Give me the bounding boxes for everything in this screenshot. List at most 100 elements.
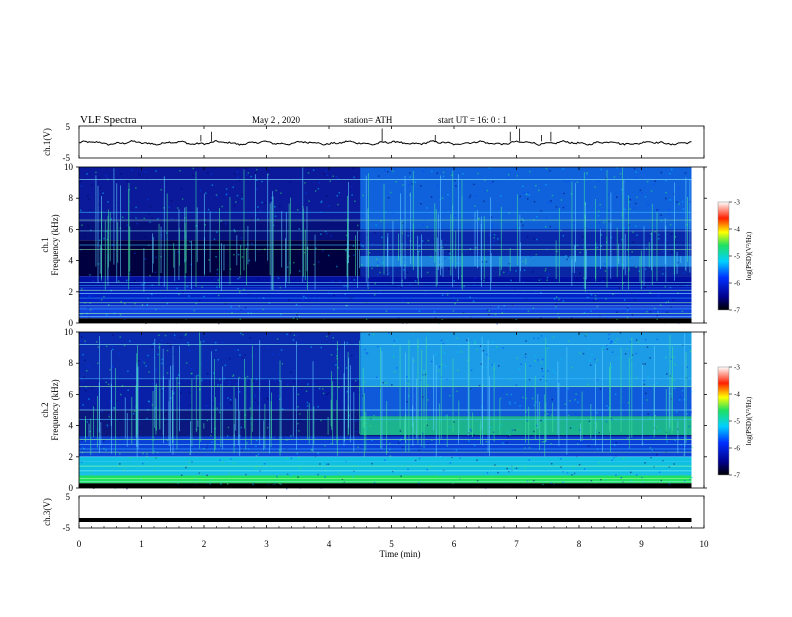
spectrogram-noise	[646, 346, 649, 348]
spectrogram-noise	[141, 462, 144, 465]
spectrogram-noise	[322, 242, 324, 245]
spectrogram-noise	[437, 474, 439, 476]
spectrogram-noise	[598, 462, 600, 464]
spectrogram-noise	[536, 238, 538, 241]
spectrogram-noise	[436, 172, 439, 175]
spectrogram-noise	[627, 437, 629, 439]
spectrogram-noise	[619, 332, 622, 334]
spectrogram-noise	[413, 360, 415, 362]
spectrogram-noise	[555, 303, 557, 306]
spectrogram-noise	[669, 359, 672, 361]
ch1-ylabel: ch.1(V)	[42, 128, 52, 156]
spectrogram-noise	[357, 446, 359, 449]
spectrogram-noise	[382, 381, 385, 384]
spectrogram-noise	[310, 346, 313, 348]
spectrogram-noise	[569, 400, 571, 402]
spectrogram-noise	[155, 256, 157, 259]
spectrogram-noise	[666, 230, 669, 233]
spectrogram-noise	[627, 447, 629, 449]
spectrogram-noise	[377, 273, 379, 276]
ytick-label: 2	[69, 287, 74, 297]
spec2-ylabel-frequency: Frequency (kHz)	[50, 379, 60, 440]
spectrogram-noise	[300, 387, 303, 389]
spectrogram-noise	[103, 440, 105, 442]
spectrogram-noise	[343, 446, 345, 448]
spectrogram-noise	[350, 297, 352, 300]
spectrogram-noise	[202, 340, 205, 343]
spectrogram-noise	[441, 294, 444, 296]
spectrogram-noise	[635, 377, 638, 379]
spectrogram-noise	[157, 412, 160, 415]
spectrogram-noise	[438, 365, 441, 368]
spectrogram-noise	[401, 222, 404, 225]
spectrogram-noise	[579, 251, 582, 254]
ch3-ytick-top: 5	[66, 492, 71, 502]
spectrogram-noise	[449, 426, 451, 428]
spectrogram-noise	[666, 243, 669, 245]
xtick-label: 10	[700, 539, 710, 549]
spectrogram-noise	[531, 397, 534, 400]
spectrogram-noise	[289, 475, 292, 477]
spectrogram-noise	[510, 279, 512, 282]
spectrogram-noise	[214, 284, 217, 286]
spectrogram-noise	[647, 204, 649, 206]
spectrogram-noise	[567, 180, 570, 182]
spectrogram-noise	[81, 288, 83, 290]
spectrogram-noise	[508, 401, 511, 403]
spectrogram-noise	[541, 441, 544, 443]
spectrogram-noise	[454, 179, 456, 182]
spectrogram-noise	[492, 180, 494, 183]
spectrogram-noise	[446, 294, 449, 296]
spectrogram-noise	[423, 218, 426, 221]
spectrogram-noise	[320, 201, 322, 204]
spectrogram-noise	[329, 180, 332, 182]
spectrogram-noise	[87, 225, 89, 228]
spectrogram-noise	[400, 254, 403, 257]
spectrogram-noise	[89, 295, 92, 297]
spectrogram-noise	[170, 472, 173, 474]
spectrogram-noise	[576, 244, 579, 247]
spectrogram-noise	[394, 285, 397, 288]
spectrogram-noise	[170, 437, 173, 440]
spectrogram-noise	[686, 366, 688, 368]
spectrogram-noise	[293, 334, 296, 337]
spectrogram-noise	[216, 286, 218, 288]
spectrogram-noise	[230, 306, 233, 308]
spectrogram-noise	[657, 311, 659, 313]
spectrogram-noise	[224, 302, 227, 305]
spectrogram-noise	[212, 402, 215, 404]
spectrogram-noise	[154, 308, 157, 311]
spectrogram-noise	[605, 177, 608, 180]
spectrogram-noise	[400, 438, 402, 440]
spectrogram-noise	[103, 295, 105, 298]
spectrogram-noise	[146, 303, 149, 306]
spectrogram-noise	[593, 421, 596, 424]
spectrogram-noise	[94, 405, 96, 407]
spectrogram-noise	[500, 195, 502, 197]
spectrogram-noise	[81, 379, 84, 382]
spectrogram-noise	[135, 206, 137, 209]
spectrogram-noise	[264, 202, 267, 204]
spectrogram-noise	[646, 310, 648, 313]
spectrogram-noise	[161, 388, 164, 390]
spectrogram-noise	[228, 472, 230, 474]
spectrogram-noise	[103, 237, 105, 240]
spectrogram-noise	[406, 376, 409, 379]
spectrogram-noise	[241, 256, 244, 258]
spectrogram-noise	[626, 316, 629, 319]
spectrogram-noise	[627, 401, 630, 404]
spectrogram-noise	[594, 295, 597, 297]
spectrogram-noise	[434, 316, 437, 319]
spectrogram-noise	[304, 275, 307, 278]
station-label: station= ATH	[344, 115, 393, 125]
spectrogram-noise	[320, 200, 323, 203]
spectrogram-noise	[456, 337, 458, 339]
spectrogram-noise	[252, 380, 254, 382]
spectrogram-noise	[666, 311, 668, 313]
spectrogram-noise	[596, 412, 598, 414]
spectrogram-noise	[670, 251, 673, 254]
spectrogram-noise	[567, 256, 570, 258]
figure-title: VLF Spectra	[80, 114, 137, 126]
spectrogram-noise	[426, 271, 429, 274]
